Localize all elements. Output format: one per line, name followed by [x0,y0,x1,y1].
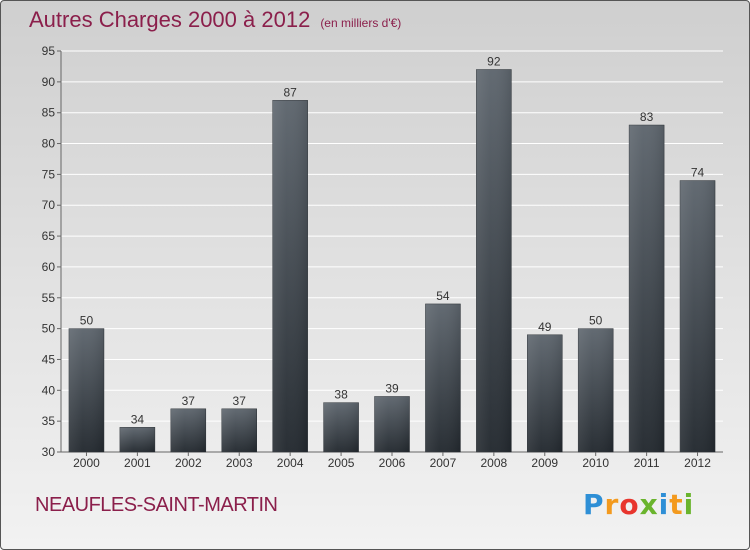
bar-shine [68,328,104,452]
y-tick-label: 35 [42,414,56,428]
logo-letter: i [683,488,695,521]
logo-letter: P [583,488,605,521]
y-tick-label: 40 [42,383,56,397]
bar-value-label: 50 [80,314,94,328]
bar-value-label: 49 [538,320,552,334]
x-tick-label: 2004 [277,456,304,470]
chart-title: Autres Charges 2000 à 2012 (en milliers d… [29,7,401,33]
bar-value-label: 83 [640,110,654,124]
logo-letter: t [669,488,684,521]
bar-shine [221,408,257,452]
logo-letter: i [658,488,670,521]
logo-letter: x [639,488,659,521]
bar-value-label: 92 [487,55,501,69]
x-tick-label: 2000 [73,456,100,470]
bar-shine [476,69,512,452]
bar-value-label: 38 [334,388,348,402]
bar-shine [323,402,359,452]
bar-value-label: 50 [589,314,603,328]
bar-value-label: 74 [691,166,705,180]
y-tick-label: 90 [42,75,56,89]
title-text: Autres Charges 2000 à 2012 [29,7,311,32]
bar-shine [119,427,155,452]
chart-subtitle: (en milliers d'€) [320,16,402,30]
x-tick-label: 2002 [175,456,202,470]
x-tick-label: 2011 [634,456,660,470]
x-tick-label: 2012 [684,456,711,470]
bar-shine [680,180,716,453]
y-tick-label: 85 [42,106,56,120]
x-tick-label: 2001 [124,456,151,470]
bar-value-label: 87 [283,85,297,99]
y-tick-label: 50 [42,322,56,336]
y-tick-label: 60 [42,260,56,274]
y-tick-label: 75 [42,167,56,181]
bar-shine [629,125,665,453]
proxiti-logo: Proxiti [583,488,694,521]
bar-value-label: 54 [436,289,450,303]
bar-shine [374,396,410,452]
x-tick-label: 2007 [430,456,457,470]
x-tick-label: 2005 [328,456,355,470]
bar-shine [170,408,206,452]
y-tick-label: 30 [42,445,56,459]
place-name: NEAUFLES-SAINT-MARTIN [35,494,278,516]
bar-shine [272,100,308,452]
x-tick-label: 2003 [226,456,253,470]
y-tick-label: 55 [42,291,56,305]
bar-shine [425,303,461,452]
y-tick-label: 80 [42,137,56,151]
y-tick-label: 95 [42,44,56,58]
x-tick-label: 2006 [379,456,406,470]
x-tick-label: 2009 [531,456,558,470]
bar-value-label: 37 [233,394,247,408]
bar-shine [527,334,563,452]
x-tick-label: 2008 [480,456,507,470]
y-tick-label: 70 [42,198,56,212]
bar-value-label: 39 [385,381,399,395]
logo-letter: o [619,488,640,521]
x-tick-label: 2010 [582,456,609,470]
y-tick-label: 45 [42,352,56,366]
logo-letter: r [604,488,620,521]
bar-value-label: 34 [131,412,145,426]
y-tick-label: 65 [42,229,56,243]
bar-shine [578,328,614,452]
bar-value-label: 37 [182,394,196,408]
